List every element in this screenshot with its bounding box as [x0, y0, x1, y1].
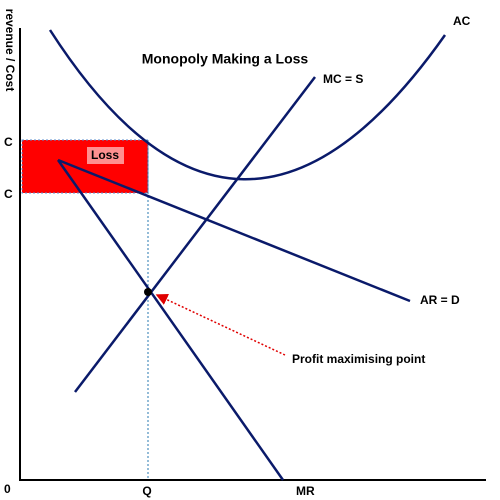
profit-max-point: [144, 288, 152, 296]
cost-label: C: [4, 187, 13, 201]
loss-area: [21, 139, 149, 194]
annotation-arrow: [155, 294, 286, 356]
annotation: Profit maximising point: [292, 352, 425, 366]
title: Monopoly Making a Loss: [142, 51, 309, 67]
origin-label: 0: [4, 482, 11, 496]
loss-label-box: [87, 147, 124, 164]
y-axis-label: revenue / Cost: [3, 9, 17, 92]
mc-label: MC = S: [323, 72, 363, 86]
ar-label: AR = D: [420, 293, 460, 307]
mr-label: MR: [296, 484, 315, 498]
loss-label: Loss: [91, 148, 119, 162]
quantity-label: Q: [142, 484, 151, 498]
mr-curve: [56, 159, 285, 481]
mc-curve: [74, 76, 316, 393]
ac-curve: [48, 29, 447, 181]
ac-label: AC: [453, 14, 471, 28]
ar-curve: [57, 158, 411, 303]
price-label: C: [4, 135, 13, 149]
